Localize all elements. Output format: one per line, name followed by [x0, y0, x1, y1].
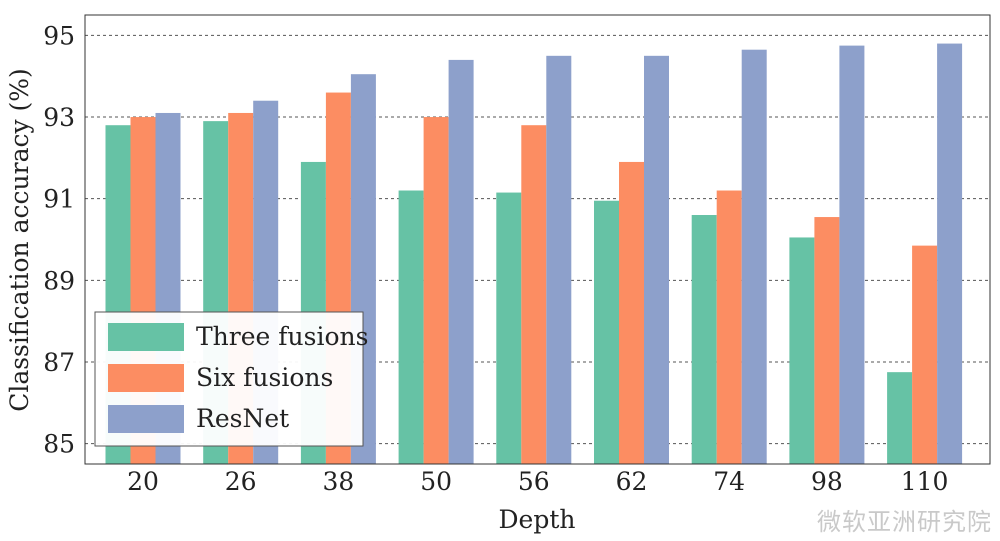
legend-swatch-six-fusions — [108, 364, 184, 392]
x-tick-label: 38 — [322, 467, 354, 496]
bar-resnet-50 — [448, 59, 474, 465]
bar-three-fusions-98 — [789, 237, 815, 464]
legend-label: ResNet — [196, 404, 289, 433]
bar-six-fusions-98 — [814, 217, 840, 464]
x-axis-label: Depth — [499, 505, 576, 534]
bar-six-fusions-56 — [521, 125, 547, 464]
legend-swatch-resnet — [108, 405, 184, 433]
y-tick-label: 93 — [43, 103, 75, 132]
y-axis-ticks: 85 87 89 91 93 95 — [43, 21, 75, 458]
bar-six-fusions-50 — [423, 117, 449, 464]
y-tick-label: 95 — [43, 21, 75, 50]
x-tick-label: 98 — [811, 467, 843, 496]
bar-three-fusions-110 — [887, 372, 913, 464]
legend-label: Six fusions — [196, 363, 333, 392]
bar-resnet-98 — [839, 45, 865, 464]
x-tick-label: 74 — [713, 467, 745, 496]
x-tick-label: 110 — [901, 467, 949, 496]
y-tick-label: 89 — [43, 266, 75, 295]
bar-three-fusions-50 — [398, 190, 424, 464]
plot-frame — [84, 14, 991, 465]
y-axis-label: Classification accuracy (%) — [5, 68, 34, 412]
bar-three-fusions-62 — [594, 200, 619, 465]
bar-six-fusions-110 — [912, 245, 938, 464]
y-tick-label: 91 — [43, 185, 75, 214]
legend: Three fusions Six fusions ResNet — [94, 311, 368, 447]
watermark: 微软亚洲研究院 — [817, 508, 992, 536]
legend-label: Three fusions — [196, 322, 368, 351]
x-tick-label: 50 — [420, 467, 452, 496]
x-tick-label: 20 — [127, 467, 159, 496]
bar-resnet-74 — [741, 49, 767, 464]
x-tick-label: 56 — [518, 467, 550, 496]
y-tick-label: 85 — [43, 430, 75, 459]
x-axis-ticks: 20 26 38 50 56 62 74 98 110 — [127, 467, 948, 496]
bar-resnet-56 — [546, 55, 572, 465]
bar-three-fusions-56 — [496, 192, 522, 465]
bar-three-fusions-74 — [691, 215, 717, 464]
bar-resnet-110 — [937, 43, 963, 465]
x-tick-label: 26 — [225, 467, 257, 496]
bar-six-fusions-74 — [716, 190, 742, 464]
bar-six-fusions-62 — [619, 161, 644, 465]
bar-resnet-62 — [644, 55, 669, 465]
legend-swatch-three-fusions — [108, 323, 184, 351]
x-tick-label: 62 — [616, 467, 648, 496]
y-tick-label: 87 — [43, 348, 75, 377]
